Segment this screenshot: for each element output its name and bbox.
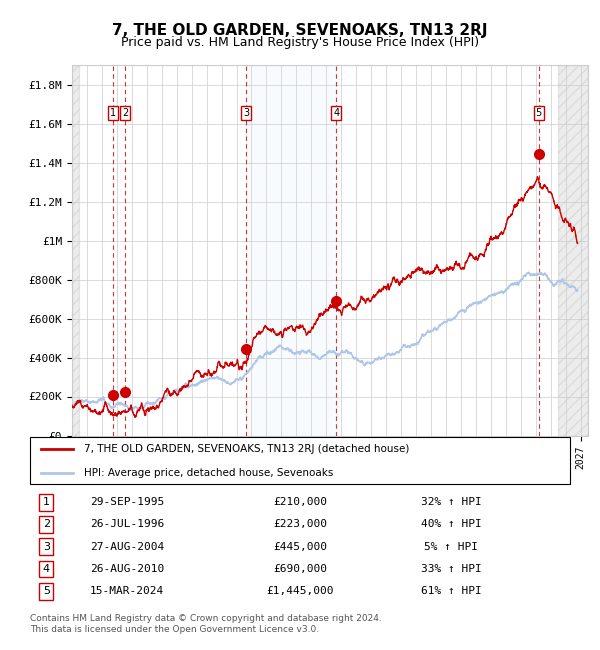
Text: 1: 1 [110, 108, 116, 118]
Text: 26-JUL-1996: 26-JUL-1996 [90, 519, 164, 530]
Text: 7, THE OLD GARDEN, SEVENOAKS, TN13 2RJ: 7, THE OLD GARDEN, SEVENOAKS, TN13 2RJ [112, 23, 488, 38]
Text: 5: 5 [536, 108, 542, 118]
Text: 29-SEP-1995: 29-SEP-1995 [90, 497, 164, 507]
Text: 4: 4 [333, 108, 339, 118]
Text: £445,000: £445,000 [273, 541, 327, 552]
Text: £1,445,000: £1,445,000 [266, 586, 334, 596]
Text: HPI: Average price, detached house, Sevenoaks: HPI: Average price, detached house, Seve… [84, 467, 334, 478]
Text: 7, THE OLD GARDEN, SEVENOAKS, TN13 2RJ (detached house): 7, THE OLD GARDEN, SEVENOAKS, TN13 2RJ (… [84, 444, 409, 454]
Text: 3: 3 [43, 541, 50, 552]
Text: 27-AUG-2004: 27-AUG-2004 [90, 541, 164, 552]
Text: 33% ↑ HPI: 33% ↑ HPI [421, 564, 482, 574]
Text: 32% ↑ HPI: 32% ↑ HPI [421, 497, 482, 507]
Text: 61% ↑ HPI: 61% ↑ HPI [421, 586, 482, 596]
Text: 15-MAR-2024: 15-MAR-2024 [90, 586, 164, 596]
Text: 2: 2 [43, 519, 50, 530]
Bar [558, 65, 588, 436]
Text: Price paid vs. HM Land Registry's House Price Index (HPI): Price paid vs. HM Land Registry's House … [121, 36, 479, 49]
Text: 1: 1 [43, 497, 50, 507]
Text: 40% ↑ HPI: 40% ↑ HPI [421, 519, 482, 530]
Bar [72, 65, 79, 436]
Text: 26-AUG-2010: 26-AUG-2010 [90, 564, 164, 574]
Text: £223,000: £223,000 [273, 519, 327, 530]
Text: Contains HM Land Registry data © Crown copyright and database right 2024.
This d: Contains HM Land Registry data © Crown c… [30, 614, 382, 634]
FancyBboxPatch shape [30, 437, 570, 484]
Text: 5% ↑ HPI: 5% ↑ HPI [424, 541, 478, 552]
Text: £690,000: £690,000 [273, 564, 327, 574]
Text: 5: 5 [43, 586, 50, 596]
Text: 2: 2 [122, 108, 128, 118]
Text: £210,000: £210,000 [273, 497, 327, 507]
Text: 4: 4 [43, 564, 50, 574]
Text: 3: 3 [244, 108, 250, 118]
Bar [247, 65, 336, 436]
